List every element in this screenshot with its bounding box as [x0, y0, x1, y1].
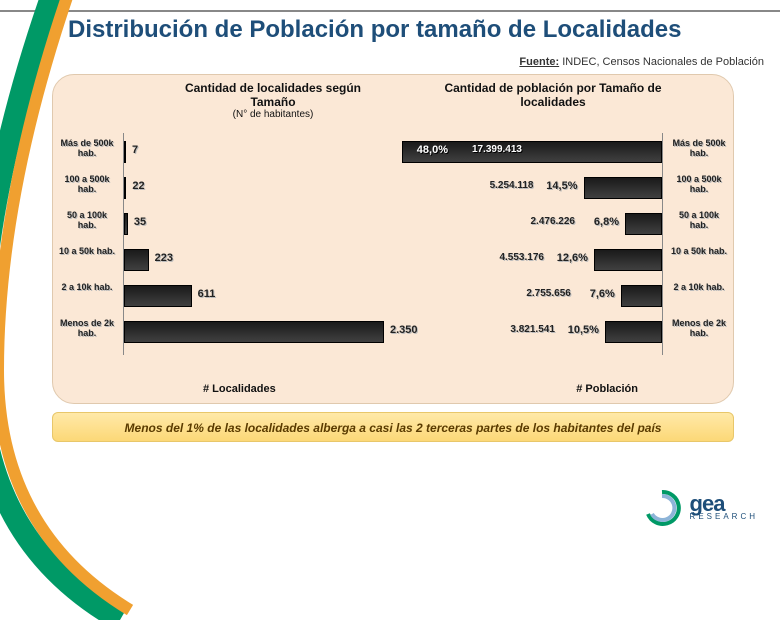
bar-left: [124, 249, 149, 271]
value-right: 3.821.541: [510, 324, 555, 335]
value-left: 22: [132, 180, 144, 192]
value-left: 611: [198, 288, 216, 300]
chart-row: 2 a 10k hab. 2 a 10k hab. 611 7,6% 2.755.656: [53, 281, 733, 315]
axis-right: [662, 313, 663, 355]
value-left: 223: [155, 252, 173, 264]
value-right: 2.476.226: [531, 216, 576, 227]
percent-label: 7,6%: [590, 288, 615, 300]
chart-rows: Más de 500k hab. Más de 500k hab. 7 48,0% 17…: [53, 137, 733, 353]
chart-row: Más de 500k hab. Más de 500k hab. 7 48,0% 17…: [53, 137, 733, 171]
row-label-left: Más de 500k hab.: [57, 139, 117, 159]
percent-label: 14,5%: [546, 180, 577, 192]
percent-label: 10,5%: [568, 324, 599, 336]
row-label-right: Menos de 2k hab.: [669, 319, 729, 339]
percent-label: 48,0%: [417, 144, 448, 156]
bar-right: [594, 249, 662, 271]
bar-left: [124, 285, 192, 307]
value-right: 5.254.118: [490, 180, 534, 191]
row-label-right: 2 a 10k hab.: [669, 283, 729, 293]
logo: gea RESEARCH: [642, 488, 758, 528]
bar-right: [625, 213, 662, 235]
left-subtitle-note: (N° de habitantes): [173, 109, 373, 120]
value-right: 2.755.656: [526, 288, 571, 299]
row-label-right: 10 a 50k hab.: [669, 247, 729, 257]
chart-row: 10 a 50k hab. 10 a 50k hab. 223 12,6% 4.553.…: [53, 245, 733, 279]
value-left: 7: [132, 144, 138, 156]
callout-bar: Menos del 1% de las localidades alberga …: [52, 412, 734, 442]
chart-container: Cantidad de localidades según Tamaño (N°…: [52, 74, 734, 404]
percent-label: 12,6%: [557, 252, 588, 264]
left-subtitle-text: Cantidad de localidades según Tamaño: [185, 81, 361, 109]
chart-row: 100 a 500k hab. 100 a 500k hab. 22 14,5% 5.2…: [53, 173, 733, 207]
value-left: 35: [134, 216, 146, 228]
bar-right: [605, 321, 662, 343]
bar-right: [584, 177, 663, 199]
source-text: INDEC, Censos Nacionales de Población: [562, 56, 764, 68]
right-subtitle: Cantidad de población por Tamaño de loca…: [443, 81, 663, 109]
percent-label: 6,8%: [594, 216, 619, 228]
x-axis-label-left: # Localidades: [203, 383, 276, 395]
chart-row: Menos de 2k hab. Menos de 2k hab. 2.350 10,…: [53, 317, 733, 351]
row-label-left: 100 a 500k hab.: [57, 175, 117, 195]
logo-text: gea RESEARCH: [690, 495, 758, 522]
row-label-right: 50 a 100k hab.: [669, 211, 729, 231]
row-label-left: 50 a 100k hab.: [57, 211, 117, 231]
logo-sub: RESEARCH: [690, 512, 758, 521]
page-title: Distribución de Población por tamaño de …: [68, 16, 681, 44]
logo-name: gea: [690, 495, 758, 513]
row-label-left: Menos de 2k hab.: [57, 319, 117, 339]
left-subtitle: Cantidad de localidades según Tamaño (N°…: [173, 81, 373, 120]
row-label-left: 10 a 50k hab.: [57, 247, 117, 257]
source-label: Fuente:: [519, 56, 559, 68]
bar-left: [124, 321, 384, 343]
chart-row: 50 a 100k hab. 50 a 100k hab. 35 6,8% 2.476.…: [53, 209, 733, 243]
row-label-right: Más de 500k hab.: [669, 139, 729, 159]
row-label-right: 100 a 500k hab.: [669, 175, 729, 195]
logo-icon: [642, 488, 682, 528]
value-right: 17.399.413: [472, 144, 522, 155]
bar-left: [124, 141, 126, 163]
value-right: 4.553.176: [499, 252, 544, 263]
bar-left: [124, 213, 128, 235]
value-left: 2.350: [390, 324, 418, 336]
row-label-left: 2 a 10k hab.: [57, 283, 117, 293]
bar-right: [621, 285, 662, 307]
bar-left: [124, 177, 126, 199]
source-line: Fuente: INDEC, Censos Nacionales de Pobl…: [519, 56, 764, 68]
x-axis-label-right: # Población: [576, 383, 638, 395]
